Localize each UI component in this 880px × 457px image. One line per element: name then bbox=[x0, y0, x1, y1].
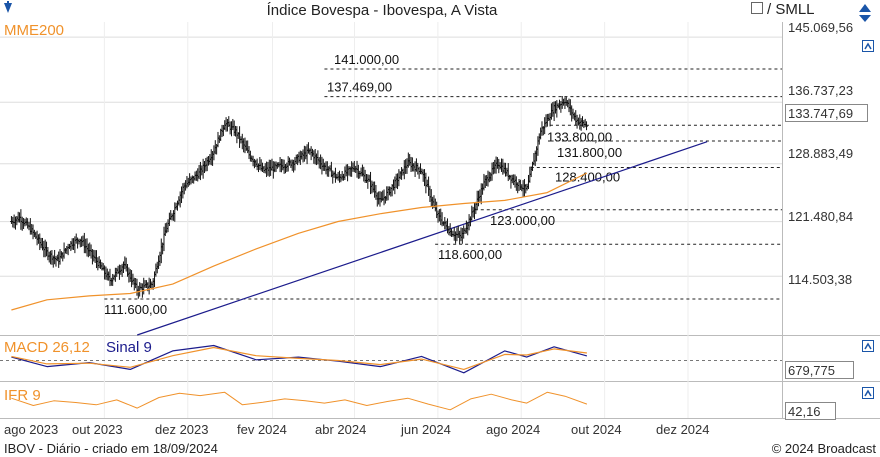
level-label: 141.000,00 bbox=[334, 52, 399, 67]
y-tick-label: 136.737,23 bbox=[788, 83, 853, 98]
footer-left: IBOV - Diário - criado em 18/09/2024 bbox=[4, 441, 218, 456]
footer-right: © 2024 Broadcast bbox=[772, 441, 877, 456]
level-label: 118.600,00 bbox=[438, 247, 502, 262]
x-tick-label: dez 2023 bbox=[155, 422, 209, 437]
x-tick-label: fev 2024 bbox=[237, 422, 287, 437]
macd-line bbox=[11, 344, 588, 374]
last-price-box: 133.747,69 bbox=[785, 104, 868, 122]
x-tick-label: out 2023 bbox=[72, 422, 123, 437]
indicator-lines bbox=[11, 172, 588, 411]
scroll-up-icon[interactable] bbox=[859, 4, 871, 12]
support-resistance-levels: 141.000,00 137.469,00 133.800,00131.800,00… bbox=[104, 52, 782, 336]
y-axis-labels: 145.069,56 136.737,23 128.883,49 121.480… bbox=[788, 20, 853, 287]
level-label: 111.600,00 bbox=[104, 302, 167, 317]
ifr-settings-icon[interactable] bbox=[862, 387, 874, 399]
macd-settings-icon[interactable] bbox=[862, 340, 874, 352]
level-label: 131.800,00 bbox=[557, 145, 622, 160]
last-price-value: 133.747,69 bbox=[788, 106, 853, 121]
x-tick-label: abr 2024 bbox=[315, 422, 366, 437]
macd-label: MACD 26,12 bbox=[4, 339, 90, 356]
price-settings-icon[interactable] bbox=[862, 40, 874, 52]
macd-value: 679,775 bbox=[788, 363, 835, 378]
x-tick-label: out 2024 bbox=[571, 422, 622, 437]
mme-label: MME200 bbox=[4, 22, 64, 39]
compare-checkbox[interactable] bbox=[751, 2, 763, 14]
x-axis-labels: ago 2023 out 2023 dez 2023 fev 2024 abr … bbox=[4, 422, 710, 437]
ifr-label: IFR 9 bbox=[4, 387, 41, 404]
x-tick-label: jun 2024 bbox=[400, 422, 451, 437]
level-label: 123.000,00 bbox=[490, 213, 555, 228]
macd-value-box: 679,775 bbox=[785, 361, 854, 379]
level-label: 137.469,00 bbox=[327, 80, 392, 95]
signal-label: Sinal 9 bbox=[106, 339, 152, 356]
x-tick-label: ago 2024 bbox=[486, 422, 540, 437]
price-bar bbox=[585, 121, 588, 131]
menu-arrow-icon[interactable] bbox=[4, 1, 12, 13]
x-tick-label: ago 2023 bbox=[4, 422, 58, 437]
y-tick-label: 114.503,38 bbox=[788, 272, 852, 287]
mme200-line bbox=[11, 172, 588, 311]
y-tick-label: 121.480,84 bbox=[788, 209, 853, 224]
ifr-value-box: 42,16 bbox=[785, 402, 836, 420]
level-label: 133.800,00 bbox=[547, 129, 612, 144]
compare-label[interactable]: / SMLL bbox=[767, 1, 815, 18]
scroll-down-icon[interactable] bbox=[859, 15, 871, 22]
trend-line bbox=[136, 141, 708, 336]
x-tick-label: dez 2024 bbox=[656, 422, 710, 437]
price-bars bbox=[10, 95, 588, 299]
signal-line bbox=[11, 346, 587, 370]
chart-title: Índice Bovespa - Ibovespa, A Vista bbox=[267, 2, 498, 19]
y-tick-label: 145.069,56 bbox=[788, 20, 853, 35]
ifr-line bbox=[11, 391, 588, 411]
ifr-value: 42,16 bbox=[788, 404, 821, 419]
y-tick-label: 128.883,49 bbox=[788, 146, 853, 161]
